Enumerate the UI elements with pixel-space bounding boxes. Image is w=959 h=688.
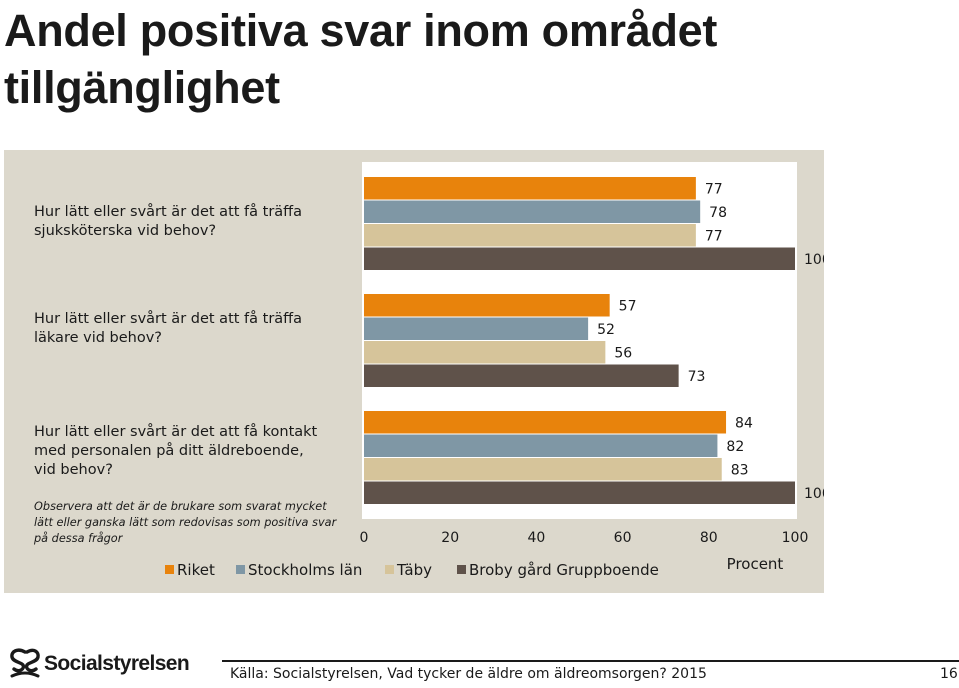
slide-title: Andel positiva svar inom området tillgän… (4, 5, 718, 113)
legend-swatch-2 (236, 565, 245, 574)
question-3-line-2: med personalen på ditt äldreboende, (34, 443, 304, 459)
legend-swatch-3 (385, 565, 394, 574)
data-label-q1-series-3: 77 (705, 228, 723, 244)
question-label-1: Hur lätt eller svårt är det att få träff… (34, 203, 302, 241)
logo-mark-icon (10, 648, 40, 678)
bar-q1-series-3 (364, 224, 696, 247)
data-label-q3-series-3: 83 (731, 462, 749, 478)
data-label-q3-series-1: 84 (735, 415, 753, 431)
chart-note: Observera att det är de brukare som svar… (34, 500, 337, 545)
bar-q1-series-2 (364, 200, 701, 223)
bar-q2-series-2 (364, 317, 589, 340)
bar-chart: 77787710057525673848283100 020406080100 … (165, 162, 824, 579)
legend-swatch-1 (165, 565, 174, 574)
question-3-line-3: vid behov? (34, 462, 113, 478)
x-axis-ticks: 0 20 40 60 80 100 (360, 530, 809, 546)
bar-q3-series-4 (364, 481, 795, 504)
page-number: 16 (940, 666, 958, 682)
bar-q2-series-1 (364, 294, 610, 317)
question-label-2: Hur lätt eller svårt är det att få träff… (34, 310, 302, 348)
question-label-3: Hur lätt eller svårt är det att få konta… (34, 423, 317, 480)
bars-layer (364, 177, 795, 504)
bar-q2-series-3 (364, 341, 606, 364)
bar-q2-series-4 (364, 364, 679, 387)
legend-label-4: Broby gård Gruppboende (469, 561, 659, 579)
source-citation: Källa: Socialstyrelsen, Vad tycker de äl… (230, 666, 707, 682)
question-2-line-2: läkare vid behov? (34, 330, 163, 346)
x-tick-label-2: 40 (527, 530, 545, 546)
socialstyrelsen-logo: Socialstyrelsen (8, 646, 190, 682)
x-tick-label-5: 100 (782, 530, 809, 546)
data-label-q2-series-2: 52 (597, 322, 615, 338)
x-tick-label-1: 20 (441, 530, 459, 546)
bar-q3-series-1 (364, 411, 727, 434)
chart-panel: Hur lätt eller svårt är det att få träff… (4, 150, 824, 593)
question-1-line-1: Hur lätt eller svårt är det att få träff… (34, 204, 303, 220)
data-label-q3-series-4: 100 (804, 486, 824, 502)
data-label-q2-series-4: 73 (688, 369, 706, 385)
question-3-line-1: Hur lätt eller svårt är det att få konta… (34, 424, 318, 440)
x-tick-label-3: 60 (614, 530, 632, 546)
question-2-line-1: Hur lätt eller svårt är det att få träff… (34, 311, 303, 327)
data-label-q3-series-2: 82 (726, 439, 744, 455)
footer-divider (222, 660, 959, 662)
data-label-q1-series-1: 77 (705, 181, 723, 197)
x-tick-label-4: 80 (700, 530, 718, 546)
legend-label-2: Stockholms län (248, 561, 362, 579)
x-tick-label-0: 0 (360, 530, 369, 546)
logo-wordmark: Socialstyrelsen (44, 652, 190, 675)
bar-q3-series-3 (364, 458, 722, 481)
bar-q3-series-2 (364, 434, 718, 457)
legend: Riket Stockholms län Täby Broby gård Gruppb… (165, 561, 659, 579)
legend-label-1: Riket (177, 561, 215, 579)
bar-q1-series-1 (364, 177, 696, 200)
data-label-q2-series-3: 56 (614, 345, 632, 361)
question-1-line-2: sjuksköterska vid behov? (34, 223, 217, 239)
legend-label-3: Täby (396, 561, 432, 579)
legend-swatch-4 (457, 565, 466, 574)
data-label-q2-series-1: 57 (619, 298, 637, 314)
data-label-q1-series-2: 78 (709, 205, 727, 221)
data-label-q1-series-4: 100 (804, 252, 824, 268)
bar-q1-series-4 (364, 247, 795, 270)
x-axis-label: Procent (727, 555, 784, 573)
